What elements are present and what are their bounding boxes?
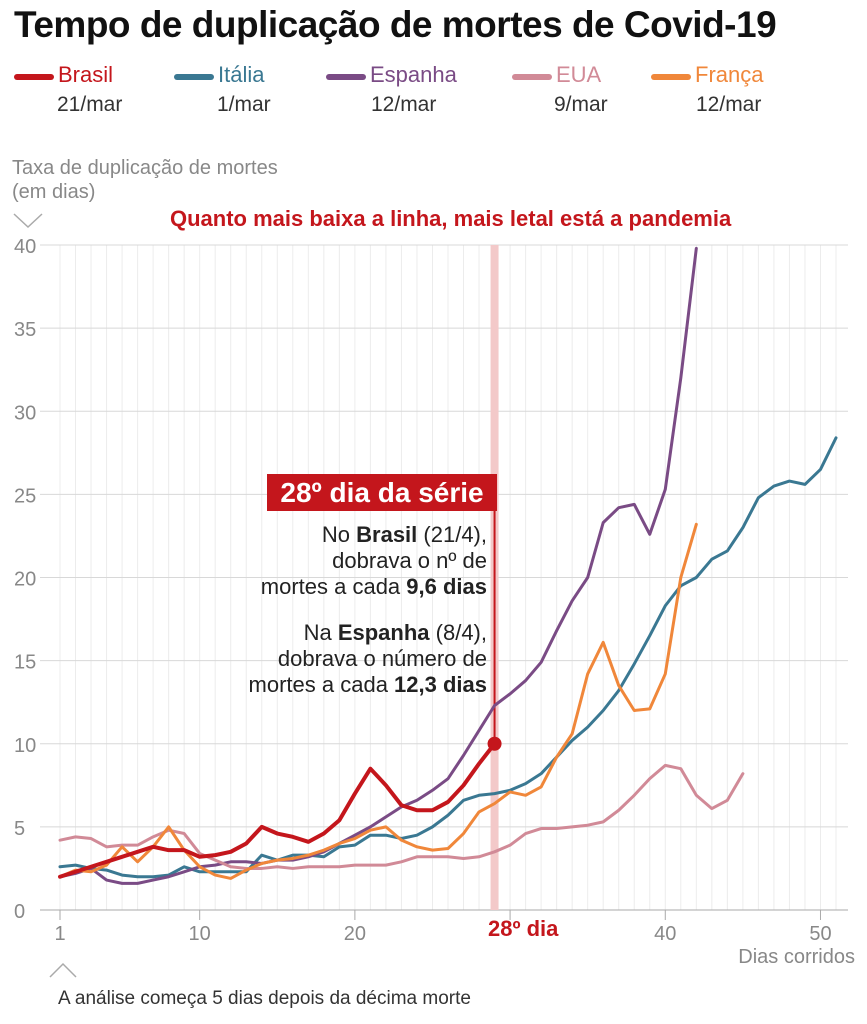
y-tick-label: 25 <box>14 485 36 507</box>
x-tick-label: 50 <box>809 923 831 945</box>
series-line-espanha <box>58 246 698 885</box>
chart-subtitle: Quanto mais baixa a linha, mais letal es… <box>170 206 732 231</box>
legend-name-brasil: Brasil <box>58 62 114 87</box>
annotation-espanha: Na Espanha (8/4), dobrava o número de mo… <box>249 620 487 698</box>
annotation-box: 28º dia da série <box>267 474 497 511</box>
legend-swatch-brasil <box>14 74 54 80</box>
annotation-brasil-line3: mortes a cada 9,6 dias <box>260 574 487 599</box>
x-tick-label: 20 <box>344 923 366 945</box>
y-tick-label: 10 <box>14 735 36 757</box>
marker-label: 28º dia <box>488 916 559 941</box>
annotation-espanha-line3: mortes a cada 12,3 dias <box>248 672 487 697</box>
legend-date-brasil: 21/mar <box>57 93 123 116</box>
legend-date-franca: 12/mar <box>696 93 762 116</box>
legend-name-franca: França <box>695 62 764 87</box>
y-tick-label: 20 <box>14 569 36 591</box>
legend-name-espanha: Espanha <box>370 62 457 87</box>
legend-date-espanha: 12/mar <box>371 93 437 116</box>
y-tick-label: 0 <box>14 901 25 923</box>
y-axis-title: Taxa de duplicação de mortes (em dias) <box>12 157 278 203</box>
legend-date-italia: 1/mar <box>217 93 271 116</box>
legend-swatch-franca <box>651 74 691 80</box>
annotation-brasil-line1: No Brasil (21/4), <box>321 522 487 547</box>
series-line-eua <box>58 763 745 870</box>
legend-swatch-italia <box>174 74 214 80</box>
y-tick-label: 40 <box>14 236 36 258</box>
chart-title: Tempo de duplicação de mortes de Covid-1… <box>14 4 777 45</box>
marker-point-brasil <box>487 736 502 751</box>
legend-name-italia: Itália <box>218 62 265 87</box>
x-axis-title: Dias corridos <box>738 946 855 968</box>
chevron-up-icon <box>49 962 77 978</box>
chart-series <box>58 246 838 885</box>
legend-name-eua: EUA <box>556 62 602 87</box>
annotation-espanha-line1: Na Espanha (8/4), <box>303 620 487 645</box>
chevron-down-icon <box>13 213 43 229</box>
series-line-italia <box>58 436 838 879</box>
series-line-brasil <box>58 741 497 879</box>
axis-decorations <box>13 213 77 978</box>
legend-swatch-espanha <box>326 74 366 80</box>
annotation-brasil-line2: dobrava o nº de <box>332 548 487 573</box>
annotation-brasil: No Brasil (21/4), dobrava o nº de mortes… <box>261 522 487 600</box>
x-tick-label: 40 <box>654 923 676 945</box>
footnote: A análise começa 5 dias depois da décima… <box>58 988 471 1009</box>
y-tick-label: 5 <box>14 818 25 840</box>
x-axis-ticks: 1 10 20 40 50 <box>54 910 832 945</box>
y-tick-label: 35 <box>14 319 36 341</box>
y-tick-label: 15 <box>14 652 36 674</box>
x-tick-label: 1 <box>54 923 65 945</box>
day-28-marker <box>490 245 499 910</box>
legend-date-eua: 9/mar <box>554 93 608 116</box>
series-line-franca <box>58 522 698 880</box>
annotation-espanha-line2: dobrava o número de <box>277 646 487 671</box>
legend-swatch-eua <box>512 74 552 80</box>
y-tick-label: 30 <box>14 402 36 424</box>
x-tick-label: 10 <box>189 923 211 945</box>
y-axis-ticks: 0 5 10 15 20 25 30 35 40 <box>14 236 36 923</box>
